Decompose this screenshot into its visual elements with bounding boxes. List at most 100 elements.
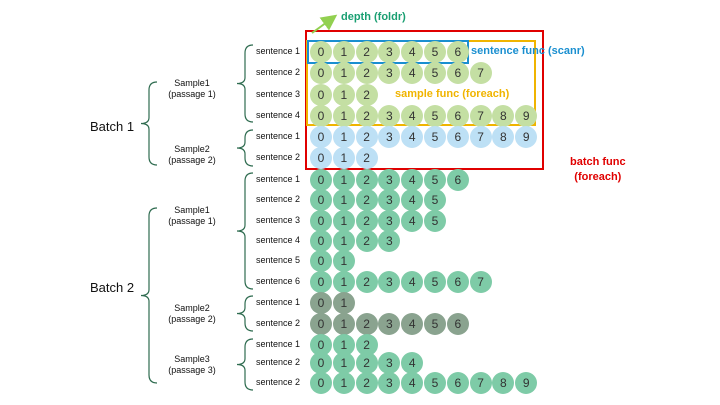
sentence-label: sentence 2 bbox=[256, 318, 301, 328]
token-circle: 5 bbox=[424, 169, 446, 191]
token-circle: 1 bbox=[332, 230, 355, 252]
token-circle: 2 bbox=[355, 147, 378, 169]
token-circle: 1 bbox=[332, 352, 355, 374]
sentence-label: sentence 2 bbox=[256, 377, 301, 387]
token-circle: 2 bbox=[355, 313, 378, 335]
sentence-label: sentence 1 bbox=[256, 174, 301, 184]
sentence-label: sentence 4 bbox=[256, 235, 301, 245]
token-circle: 0 bbox=[310, 126, 332, 148]
token-circle: 0 bbox=[310, 292, 332, 314]
token-circle: 9 bbox=[515, 105, 538, 127]
token-circle: 0 bbox=[310, 189, 332, 211]
token-circle: 3 bbox=[378, 271, 401, 293]
token-circle: 1 bbox=[332, 334, 355, 356]
token-circle: 1 bbox=[332, 169, 355, 191]
batch-1-brace bbox=[140, 81, 158, 166]
sentence-label: sentence 2 bbox=[256, 194, 301, 204]
token-circle: 1 bbox=[332, 84, 355, 106]
token-circle: 4 bbox=[401, 189, 424, 211]
batch-2-brace bbox=[140, 207, 158, 384]
sentence-label: sentence 1 bbox=[256, 131, 301, 141]
sentence-label: sentence 4 bbox=[256, 110, 301, 120]
token-circle: 2 bbox=[355, 210, 378, 232]
token-circle: 4 bbox=[401, 210, 424, 232]
batch2-sample2-brace bbox=[236, 295, 254, 332]
token-circle: 1 bbox=[332, 62, 355, 84]
batch2-sample2-label: Sample2 (passage 2) bbox=[168, 303, 216, 324]
token-circle: 2 bbox=[355, 169, 378, 191]
token-circle: 0 bbox=[310, 169, 332, 191]
token-circle: 9 bbox=[515, 126, 538, 148]
batch1-sample2-label: Sample2 (passage 2) bbox=[168, 144, 216, 165]
token-circle: 4 bbox=[401, 62, 424, 84]
token-circle: 1 bbox=[332, 372, 355, 394]
token-circle: 4 bbox=[401, 41, 424, 63]
token-circle: 3 bbox=[378, 230, 401, 252]
token-circle: 5 bbox=[424, 126, 446, 148]
token-circle: 0 bbox=[310, 62, 332, 84]
token-circle: 7 bbox=[469, 271, 492, 293]
token-circle: 1 bbox=[332, 271, 355, 293]
token-circle: 1 bbox=[332, 313, 355, 335]
token-circle: 5 bbox=[424, 313, 446, 335]
token-circle: 3 bbox=[378, 105, 401, 127]
sentence-label: sentence 1 bbox=[256, 339, 301, 349]
token-circle: 5 bbox=[424, 41, 446, 63]
token-circle: 9 bbox=[515, 372, 538, 394]
batch-func-annotation: batch func (foreach) bbox=[570, 156, 626, 183]
token-circle: 0 bbox=[310, 105, 332, 127]
token-circle: 1 bbox=[332, 189, 355, 211]
token-circle: 8 bbox=[492, 105, 515, 127]
token-circle: 8 bbox=[492, 372, 515, 394]
token-circle: 0 bbox=[310, 271, 332, 293]
token-circle: 4 bbox=[401, 313, 424, 335]
token-circle: 2 bbox=[355, 62, 378, 84]
batch2-sample3-brace bbox=[236, 338, 254, 391]
token-circle: 1 bbox=[332, 105, 355, 127]
token-circle: 3 bbox=[378, 41, 401, 63]
token-circle: 6 bbox=[446, 169, 469, 191]
token-circle: 4 bbox=[401, 105, 424, 127]
sentence-label: sentence 2 bbox=[256, 357, 301, 367]
token-circle: 6 bbox=[446, 105, 469, 127]
token-circle: 5 bbox=[424, 271, 446, 293]
sentence-label: sentence 3 bbox=[256, 89, 301, 99]
token-circle: 3 bbox=[378, 62, 401, 84]
batch-2-label: Batch 2 bbox=[90, 280, 135, 295]
token-circle: 1 bbox=[332, 147, 355, 169]
sentence-label: sentence 3 bbox=[256, 215, 301, 225]
token-circle: 2 bbox=[355, 352, 378, 374]
batch2-sample1-brace bbox=[236, 172, 254, 290]
token-circle: 3 bbox=[378, 352, 401, 374]
sentence-label: sentence 5 bbox=[256, 255, 301, 265]
token-circle: 4 bbox=[401, 352, 424, 374]
token-circle: 6 bbox=[446, 313, 469, 335]
batch1-sample1-brace bbox=[236, 44, 254, 123]
token-circle: 1 bbox=[332, 126, 355, 148]
token-circle: 2 bbox=[355, 334, 378, 356]
token-circle: 4 bbox=[401, 271, 424, 293]
token-circle: 6 bbox=[446, 271, 469, 293]
token-circle: 3 bbox=[378, 126, 401, 148]
token-circle: 7 bbox=[469, 62, 492, 84]
token-circle: 0 bbox=[310, 334, 332, 356]
batch-1-label: Batch 1 bbox=[90, 119, 135, 134]
token-circle: 1 bbox=[332, 250, 355, 272]
token-circle: 2 bbox=[355, 84, 378, 106]
token-circle: 0 bbox=[310, 230, 332, 252]
token-circle: 2 bbox=[355, 126, 378, 148]
token-circle: 2 bbox=[355, 372, 378, 394]
token-circle: 7 bbox=[469, 126, 492, 148]
token-circle: 6 bbox=[446, 126, 469, 148]
token-circle: 4 bbox=[401, 169, 424, 191]
token-circle: 5 bbox=[424, 189, 446, 211]
token-circle: 7 bbox=[469, 105, 492, 127]
sentence-label: sentence 2 bbox=[256, 67, 301, 77]
batch1-sample2-brace bbox=[236, 129, 254, 167]
token-circle: 3 bbox=[378, 313, 401, 335]
token-circle: 2 bbox=[355, 41, 378, 63]
token-circle: 5 bbox=[424, 210, 446, 232]
batch1-sample1-label: Sample1 (passage 1) bbox=[168, 78, 216, 99]
token-circle: 3 bbox=[378, 169, 401, 191]
